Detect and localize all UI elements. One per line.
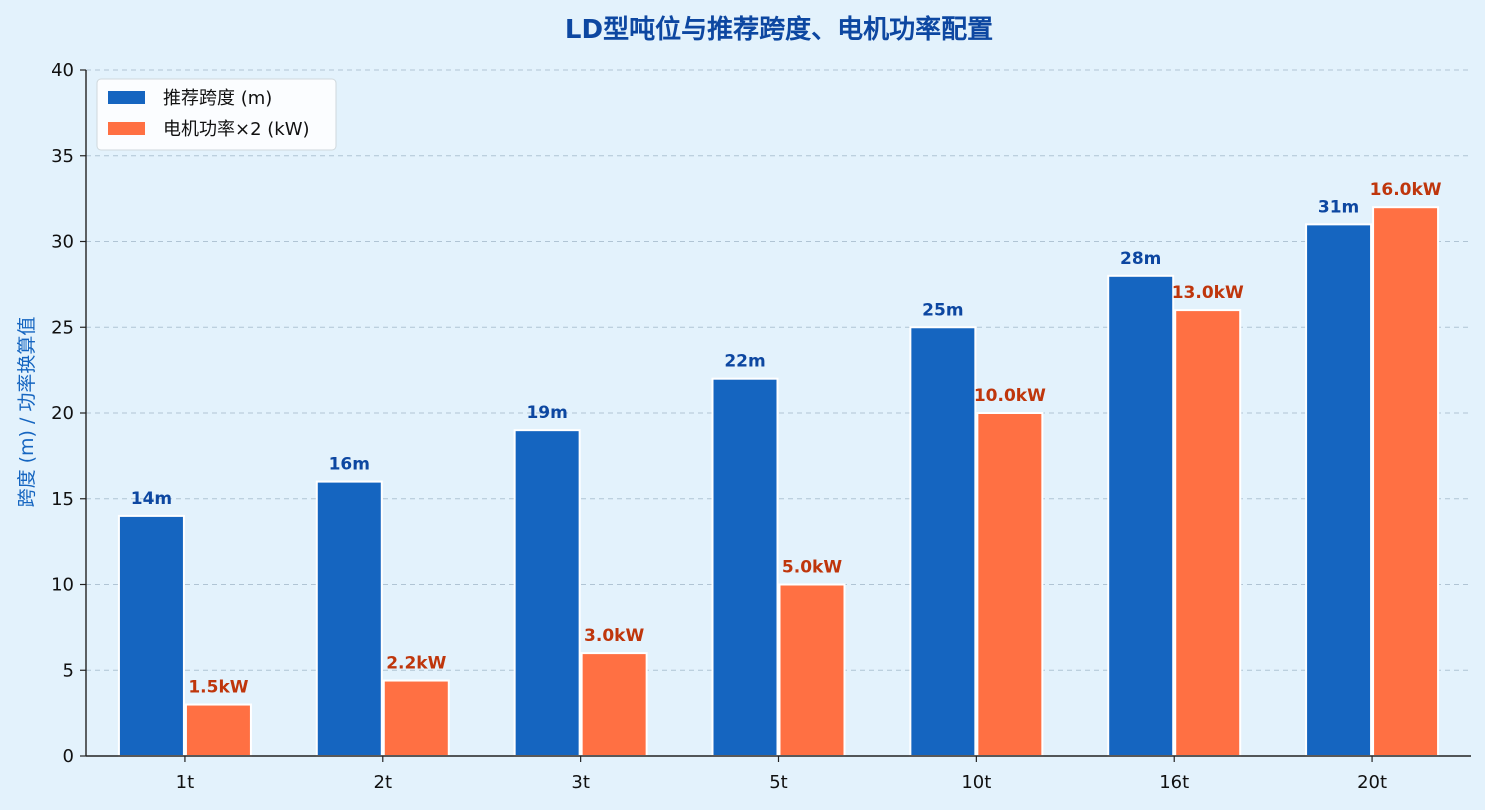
bar-series-1 <box>315 480 383 757</box>
bar-series-2 <box>184 703 252 757</box>
bar-series-2 <box>778 583 846 757</box>
bar-series-1 <box>711 377 779 757</box>
data-label: 19m <box>526 403 567 423</box>
chart-title: LD型吨位与推荐跨度、电机功率配置 <box>565 14 993 45</box>
legend-box <box>96 78 337 151</box>
legend-swatch <box>108 91 145 104</box>
data-label: 2.2kW <box>386 654 446 674</box>
data-label: 25m <box>922 300 963 320</box>
bar-series-1 <box>117 514 185 758</box>
x-tick-label: 10t <box>961 772 991 793</box>
x-tick-label: 2t <box>374 772 393 793</box>
bar-series-2 <box>1174 309 1242 757</box>
y-tick-label: 40 <box>51 60 74 81</box>
data-label: 22m <box>724 352 765 372</box>
x-tick-label: 20t <box>1357 772 1387 793</box>
legend-label: 推荐跨度 (m) <box>163 88 272 109</box>
bars-group <box>117 206 1440 758</box>
data-label: 13.0kW <box>1172 283 1244 303</box>
y-tick-label: 10 <box>51 575 74 596</box>
x-tick-label: 5t <box>769 772 788 793</box>
x-tick-label: 3t <box>571 772 590 793</box>
bar-series-2 <box>1372 206 1440 757</box>
data-label: 1.5kW <box>188 678 248 698</box>
bar-series-2 <box>382 679 450 757</box>
bar-series-2 <box>580 652 648 757</box>
y-tick-label: 35 <box>51 146 74 167</box>
x-tick-label: 1t <box>176 772 195 793</box>
data-label: 5.0kW <box>782 558 842 578</box>
bar-series-1 <box>1305 223 1373 758</box>
bar-series-1 <box>513 429 581 757</box>
data-label: 16m <box>329 455 370 475</box>
y-tick-label: 30 <box>51 232 74 253</box>
data-label: 31m <box>1318 197 1359 217</box>
data-label: 14m <box>131 489 172 509</box>
legend-swatch <box>108 122 145 135</box>
y-tick-label: 20 <box>51 403 74 424</box>
y-tick-label: 25 <box>51 317 74 338</box>
bar-series-1 <box>909 326 977 757</box>
axes-group: 0 5 10 15 20 25 30 35 40 1t 2t 3t 5t 10t 16t 20t <box>51 60 1471 793</box>
data-label: 16.0kW <box>1370 180 1442 200</box>
bar-series-1 <box>1107 274 1175 757</box>
data-label: 10.0kW <box>974 386 1046 406</box>
legend: 推荐跨度 (m) 电机功率×2 (kW) <box>96 78 337 151</box>
data-label: 28m <box>1120 249 1161 269</box>
y-tick-label: 0 <box>63 746 74 767</box>
legend-label: 电机功率×2 (kW) <box>163 119 310 140</box>
y-tick-label: 15 <box>51 489 74 510</box>
y-axis-label: 跨度 (m) / 功率换算值 <box>16 317 38 508</box>
x-tick-label: 16t <box>1159 772 1189 793</box>
bar-series-2 <box>976 412 1044 757</box>
data-labels-group: 14m 1.5kW 16m 2.2kW 19m 3.0kW 22m 5.0kW 25m 10.0k… <box>131 180 1442 697</box>
data-label: 3.0kW <box>584 626 644 646</box>
y-tick-label: 5 <box>63 660 74 681</box>
